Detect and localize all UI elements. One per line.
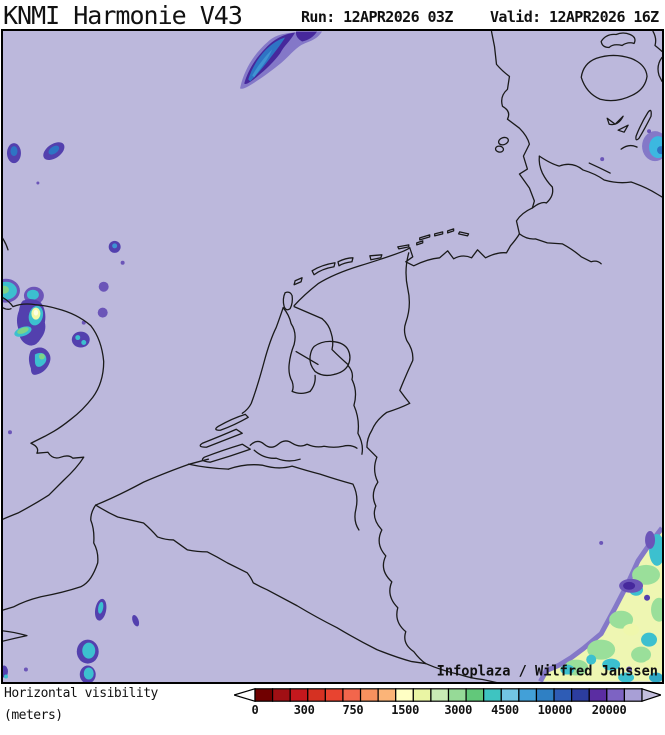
map-canvas: Infoplaza / Wilfred Janssen [1, 29, 664, 684]
colorbar-tick-label: 1500 [391, 703, 419, 717]
colorbar-cell [483, 688, 502, 702]
colorbar-cell [359, 688, 379, 702]
colorbar-cell [447, 688, 467, 702]
colorbar-cell [377, 688, 397, 702]
legend-title-line2: (meters) [4, 708, 63, 723]
colorbar-cell [571, 688, 590, 702]
run-time-label: Run: 12APR2026 03Z [301, 8, 453, 26]
colorbar-tick-label: 3000 [444, 703, 473, 717]
colorbar-tick-label: 300 [293, 703, 315, 717]
colorbar-left-arrow [234, 688, 256, 703]
header-bar: KNMI Harmonie V43 Run: 12APR2026 03Z Val… [0, 0, 665, 30]
patch-denmark [600, 129, 662, 162]
model-title: KNMI Harmonie V43 [3, 1, 243, 30]
colorbar-cell [254, 688, 274, 702]
colorbar-cell [606, 688, 626, 702]
weather-map-svg: Infoplaza / Wilfred Janssen [3, 31, 662, 682]
colorbar-right-arrow [641, 688, 661, 703]
colorbar-cell [342, 688, 362, 702]
patch-northwest-cluster [3, 240, 125, 435]
colorbar-cell [588, 688, 608, 702]
colorbar-cell [271, 688, 291, 702]
valid-time-label: Valid: 12APR2026 16Z [490, 8, 659, 26]
colorbar-cell [430, 688, 450, 702]
legend-title-line1: Horizontal visibility [4, 686, 158, 701]
colorbar-cells [254, 688, 643, 702]
colorbar-cell [289, 688, 309, 702]
colorbar-tick-label: 4500 [491, 703, 519, 717]
colorbar-cell [518, 688, 538, 702]
legend-bar: Horizontal visibility (meters) 0 300 750 15… [0, 684, 665, 735]
patch-left-blobs [6, 142, 65, 185]
colorbar-cell [623, 688, 643, 702]
colorbar-tick-label: 750 [342, 703, 364, 717]
colorbar-cell [412, 688, 432, 702]
colorbar [234, 688, 661, 703]
patch-north-plume [240, 31, 323, 89]
visibility-patches [3, 31, 662, 682]
colorbar-cell [307, 688, 326, 702]
colorbar-cell [395, 688, 414, 702]
colorbar-cell [500, 688, 520, 702]
patch-southeast-region [538, 526, 662, 682]
colorbar-tick-label: 20000 [591, 703, 627, 717]
colorbar-cell [324, 688, 344, 702]
colorbar-cell [465, 688, 485, 702]
coastlines [3, 31, 662, 682]
credit-text: Infoplaza / Wilfred Janssen [437, 664, 658, 680]
colorbar-cell [535, 688, 555, 702]
colorbar-tick-label: 10000 [537, 703, 573, 717]
colorbar-tick-label: 0 [251, 703, 259, 717]
colorbar-cell [553, 688, 573, 702]
patch-channel-blobs [3, 598, 140, 682]
